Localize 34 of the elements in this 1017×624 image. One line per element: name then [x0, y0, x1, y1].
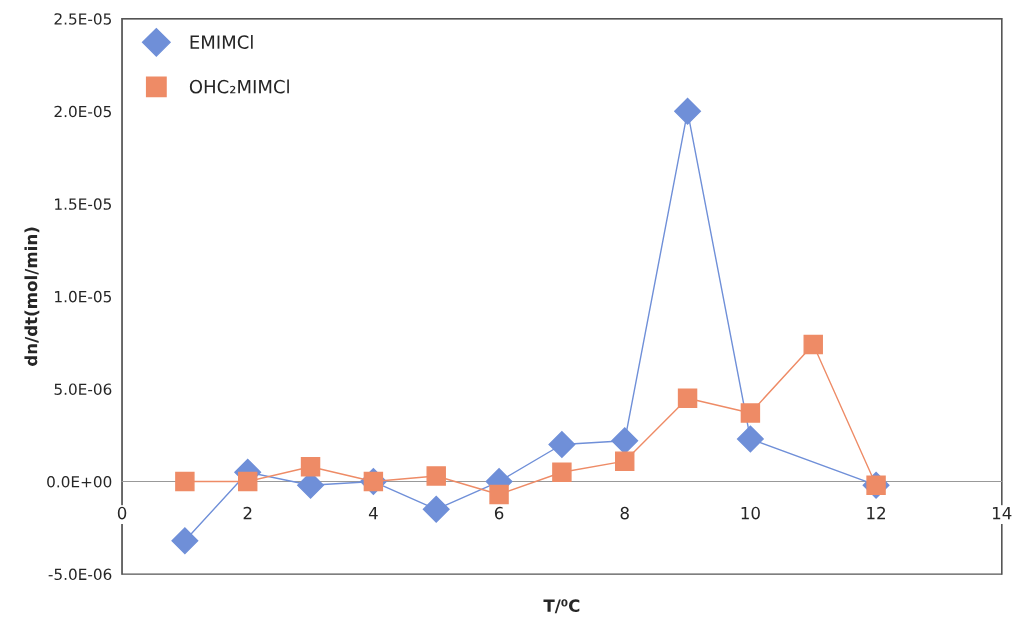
- point: [552, 462, 572, 482]
- y-tick-label: 1.5E-05: [55, 198, 111, 210]
- x-tick-label: 0: [117, 506, 127, 520]
- y-tick-label: 2.0E-05: [54, 105, 111, 118]
- y-tick-label: 0.0E+00: [47, 475, 112, 488]
- point: [422, 495, 450, 523]
- legend-label: OHC₂MIMCl: [189, 79, 289, 94]
- x-tick-label: 10: [741, 506, 760, 520]
- y-axis-title: dn/dt(mol/min): [24, 227, 40, 366]
- x-tick-label: 14: [992, 507, 1012, 520]
- point: [674, 97, 702, 125]
- y-tick-label: 1.0E-05: [55, 290, 111, 303]
- x-tick-label: 6: [494, 506, 504, 520]
- x-tick-label: 8: [620, 506, 629, 520]
- x-tick-label: 2: [243, 506, 252, 520]
- x-tick-label: 12: [867, 506, 886, 520]
- y-tick-label: 2.5E-05: [54, 13, 111, 25]
- point: [548, 431, 576, 458]
- x-tick-label: 4: [368, 507, 378, 520]
- point: [426, 466, 446, 486]
- point: [736, 425, 764, 453]
- point: [237, 471, 258, 492]
- x-axis-title: T/⁰C: [543, 599, 580, 614]
- point: [171, 527, 199, 555]
- y-tick-label: -5.0E-06: [48, 568, 112, 581]
- point: [615, 451, 635, 471]
- point: [803, 334, 823, 355]
- point: [740, 403, 761, 423]
- point: [300, 456, 321, 477]
- point: [489, 484, 509, 505]
- point: [175, 471, 195, 492]
- point: [677, 388, 698, 408]
- legend-label: EMIMCl: [190, 34, 253, 49]
- y-tick-label: 5.0E-06: [54, 383, 112, 395]
